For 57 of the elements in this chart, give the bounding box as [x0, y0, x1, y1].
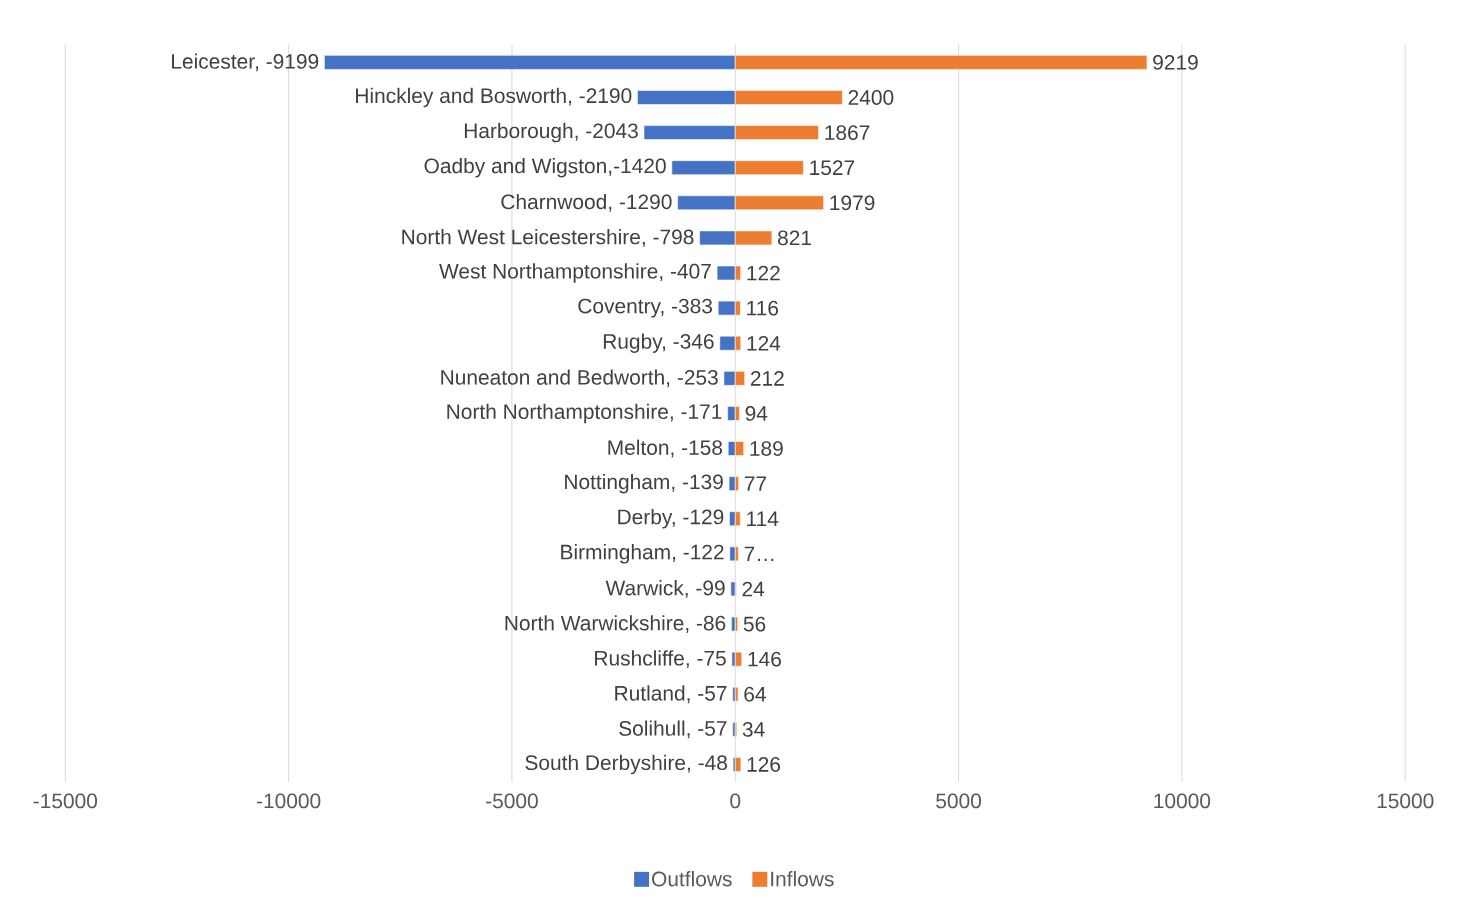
- data-label: 64: [744, 687, 766, 702]
- x-tick-label: 15000: [1377, 793, 1434, 809]
- data-label: 122: [747, 265, 780, 281]
- data-label: Birmingham, -122: [561, 544, 724, 564]
- x-tick-label: 0: [730, 793, 741, 809]
- data-label: West Northamptonshire, -407: [439, 263, 711, 283]
- data-label: Nuneaton and Bedworth, -253: [441, 369, 718, 388]
- data-label: 1527: [810, 160, 855, 176]
- data-label: Leicester, -9199: [172, 53, 319, 72]
- data-label: 146: [748, 652, 781, 667]
- bar: [734, 757, 742, 773]
- data-label: Solihull, -57: [619, 720, 727, 739]
- legend-label: Outflows: [652, 871, 732, 887]
- data-label: 7…: [744, 546, 774, 562]
- data-label: 126: [747, 757, 781, 773]
- x-tick-label: -15000: [33, 793, 98, 809]
- data-label: 116: [747, 300, 779, 316]
- data-label: 9219: [1153, 55, 1198, 71]
- data-label: 124: [747, 336, 781, 351]
- x-tick-label: -10000: [256, 793, 321, 809]
- x-tick-label: 5000: [936, 793, 982, 809]
- data-label: 114: [747, 511, 779, 527]
- data-label: Melton, -158: [608, 439, 723, 458]
- data-label: Nottingham, -139: [565, 474, 723, 494]
- data-label: North Warwickshire, -86: [505, 615, 726, 634]
- data-label: 94: [745, 406, 768, 422]
- data-label: Coventry, -383: [578, 298, 713, 318]
- x-tick-label: -5000: [486, 793, 538, 809]
- bar: [734, 652, 743, 667]
- data-label: Harborough, -2043: [464, 123, 638, 143]
- data-label: 189: [750, 441, 783, 457]
- data-label: North West Leicestershire, -798: [402, 229, 694, 248]
- legend-label: Inflows: [771, 871, 834, 887]
- data-label: Warwick, -99: [605, 580, 725, 599]
- data-label: Rugby, -346: [603, 333, 714, 354]
- data-label: 24: [742, 581, 765, 597]
- data-label: Derby, -129: [618, 509, 724, 529]
- bar: [727, 406, 736, 421]
- data-label: Charnwood, -1290: [501, 194, 672, 212]
- data-label: Rutland, -57: [615, 685, 727, 704]
- x-tick-label: 10000: [1154, 793, 1211, 809]
- data-label: 34: [742, 722, 765, 738]
- data-label: Hinckley and Bosworth, -2190: [356, 87, 632, 108]
- data-label: 1867: [825, 125, 870, 141]
- data-label: Rushcliffe, -75: [595, 650, 726, 669]
- data-label: 1979: [830, 195, 875, 211]
- data-label: 2400: [848, 90, 894, 106]
- data-label: 56: [743, 616, 766, 632]
- data-label: Oadby and Wigston,-1420: [424, 158, 666, 178]
- data-label: 821: [778, 230, 811, 246]
- data-label: 77: [744, 476, 767, 492]
- data-label: 212: [750, 371, 784, 386]
- bar: [729, 546, 736, 562]
- bar: [728, 476, 736, 492]
- data-label: South Derbyshire, -48: [525, 754, 727, 775]
- bar: [730, 581, 736, 597]
- data-label: North Northamptonshire, -171: [447, 403, 722, 424]
